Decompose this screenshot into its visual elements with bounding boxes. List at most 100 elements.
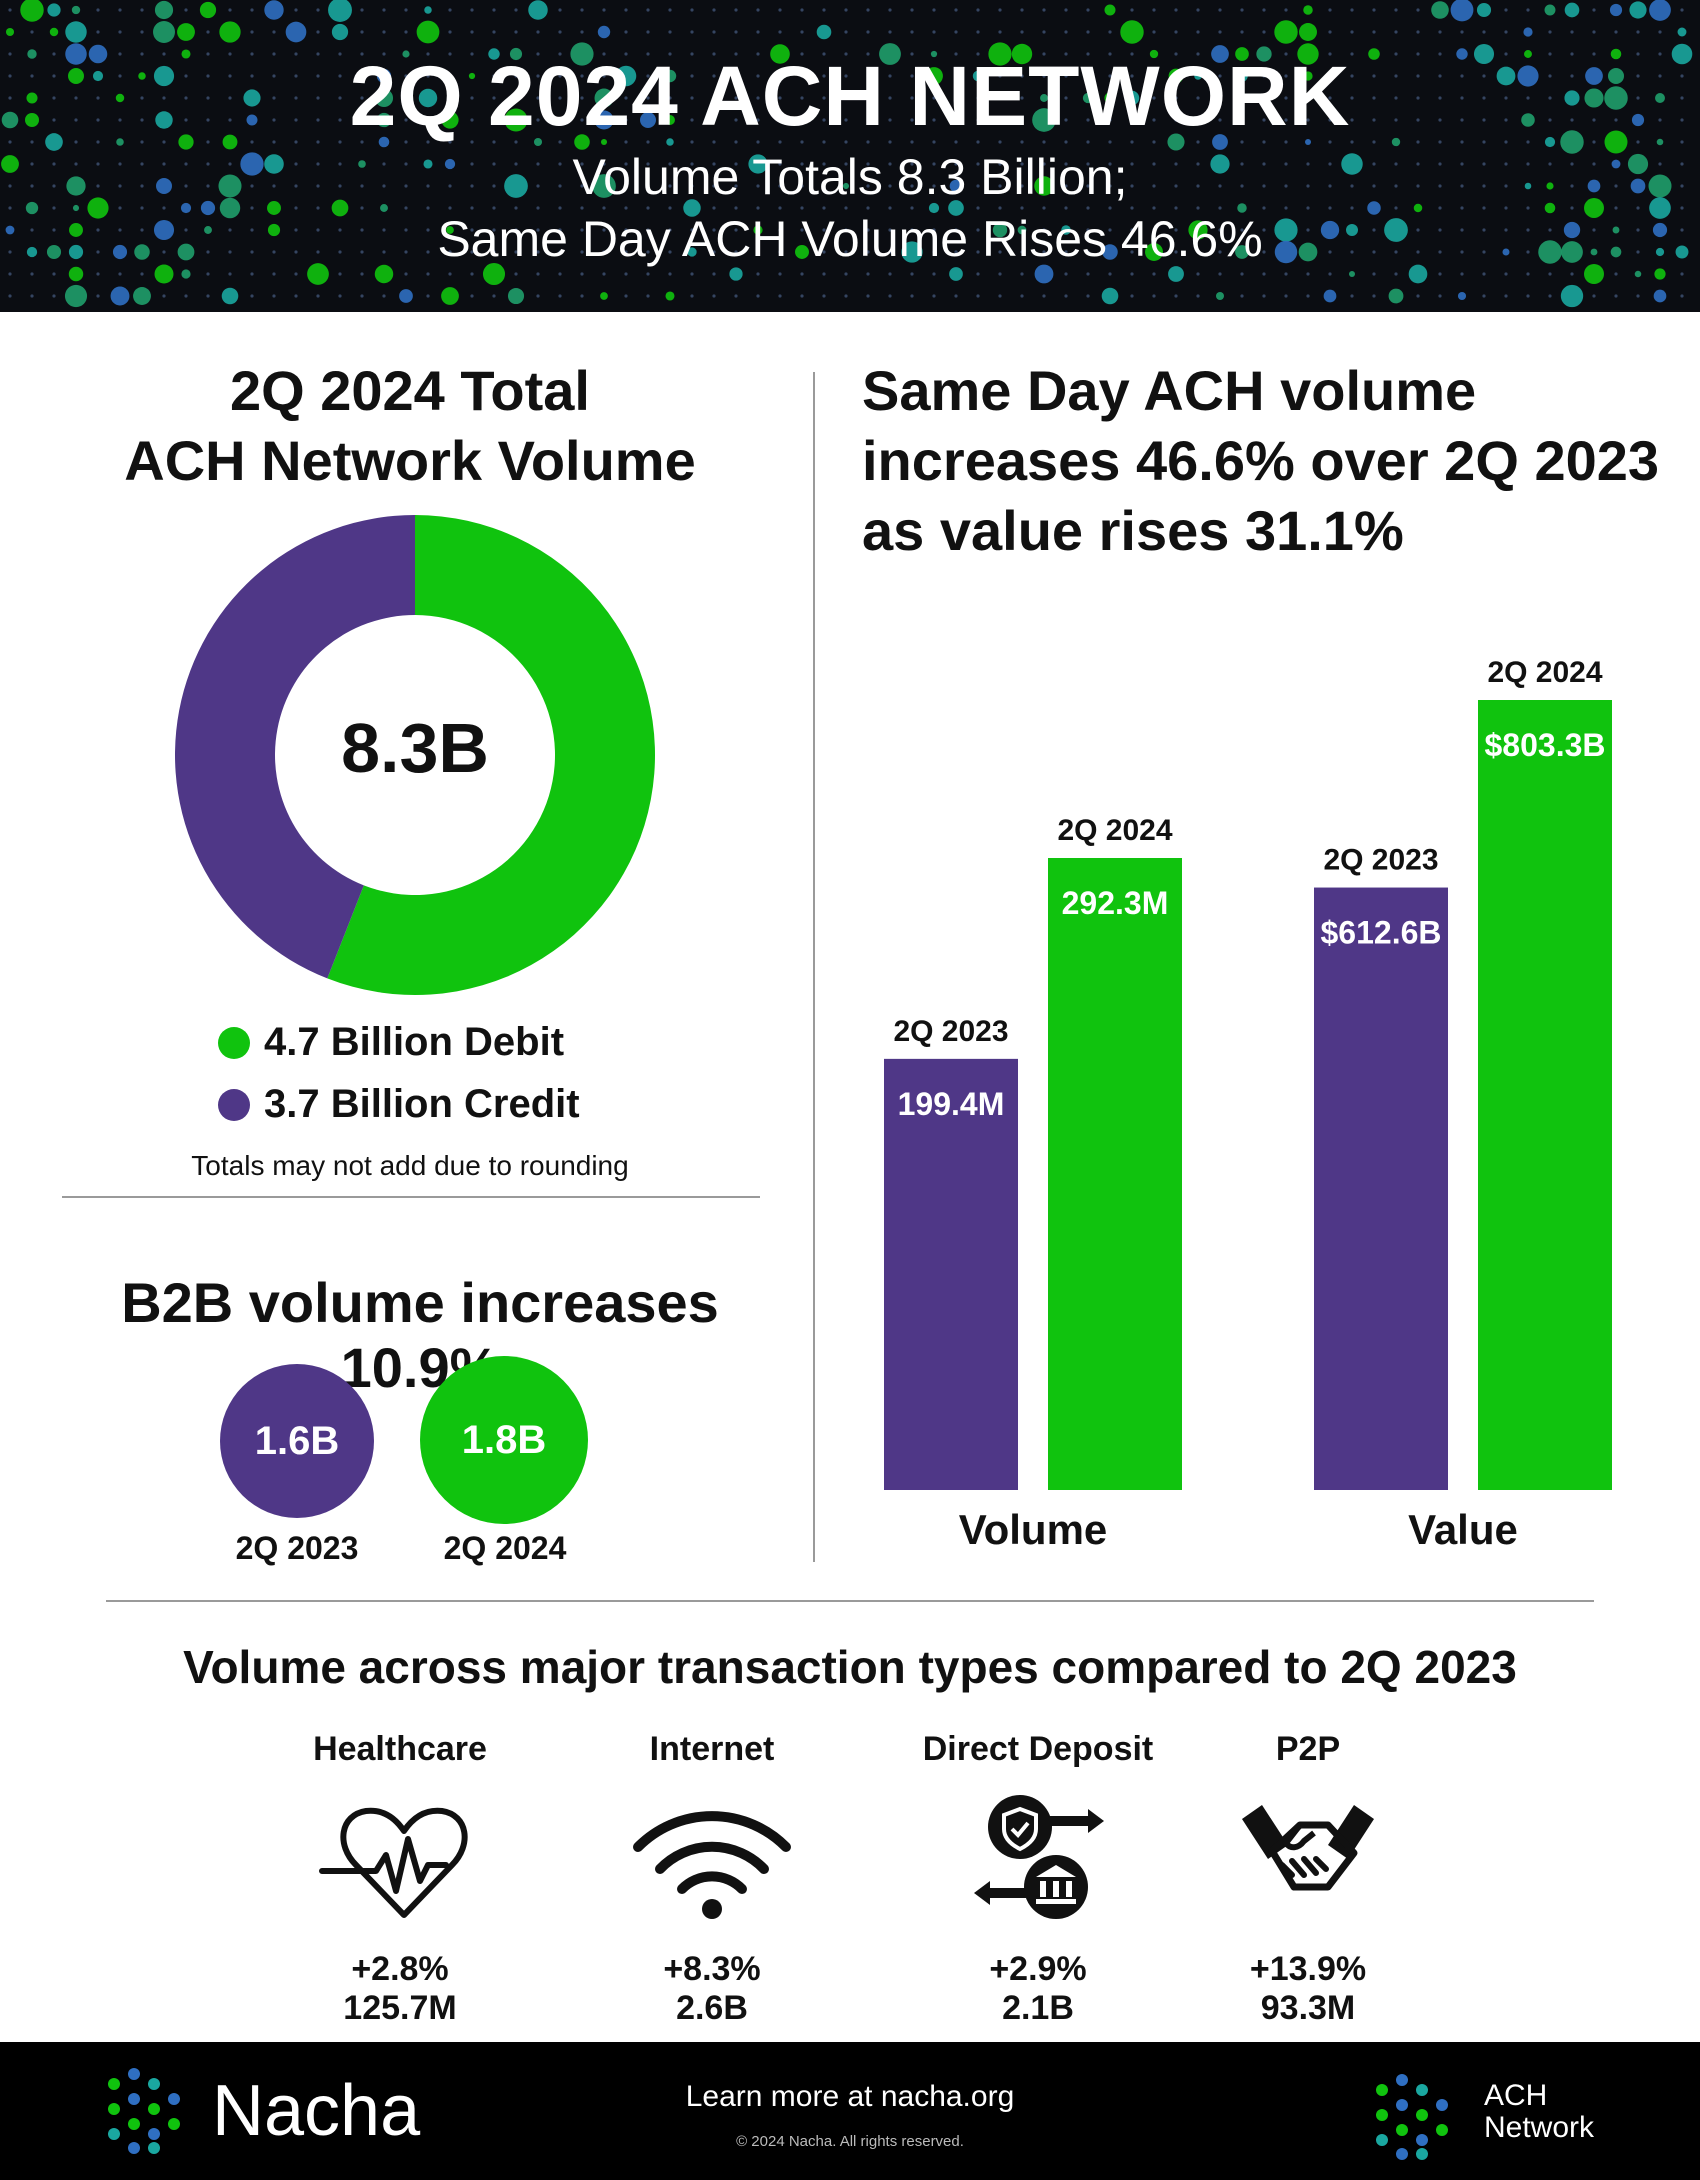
header-dot [446,226,454,234]
header-dot [1649,0,1671,21]
header-dot [1636,228,1640,232]
header-dot [1482,272,1486,276]
logo-dot [148,2078,160,2090]
header-dot [133,287,151,305]
header-dot [162,162,166,166]
header-dot [1108,30,1112,34]
header-dot [1482,184,1486,188]
header-dot [1064,30,1068,34]
header-dot [1211,45,1229,63]
header-dot [1610,48,1622,60]
header-dot [1064,8,1068,12]
header-dot [338,228,342,232]
header-dot [1262,8,1266,12]
header-dot [1658,74,1662,78]
ach-logo-line1: ACH [1484,2079,1548,2112]
header-dot [156,178,172,194]
header-dot [574,134,590,150]
header-dot [1304,94,1312,102]
header-dot [1416,250,1420,254]
header-dot [404,74,408,78]
tx-name: Internet [649,1730,775,1768]
header-dot [482,262,506,286]
header-dot [558,250,562,254]
header-dot [1416,30,1420,34]
header-dot [1656,138,1664,146]
header-dot [683,199,701,217]
header-dot [448,30,452,34]
header-dot [1306,294,1310,298]
handshake-icon [1242,1805,1374,1891]
header-dot [910,96,914,100]
header-dot [1438,52,1442,56]
bar-volume-2q2024 [1048,858,1182,1490]
header-dot [1607,67,1625,85]
header-dot [1196,8,1200,12]
header-dot [1592,8,1596,12]
header-dot [514,8,518,12]
header-dot [27,49,37,59]
header-dot [844,272,848,276]
header-dot [1460,184,1464,188]
header-dot [118,118,122,122]
header-dot [1636,294,1640,298]
header-dot [910,228,914,232]
header-dot [844,206,848,210]
header-dot [580,272,584,276]
tx-change: +13.9% [1249,1950,1367,1988]
header-dot [1194,72,1202,80]
header-dot [734,30,738,34]
header-dot [998,272,1002,276]
header-dot [382,8,386,12]
header-dot [1174,30,1178,34]
header-dot [470,118,474,122]
header-dot [1548,162,1552,166]
header-dot [30,30,34,34]
header-dot [118,74,122,78]
logo-dot [1396,2074,1408,2086]
learn-more-link[interactable]: Learn more at nacha.org [685,2080,1015,2113]
header-dot [1653,289,1667,303]
header-dot [1218,96,1222,100]
header-dot [690,162,694,166]
header-dot [1152,184,1156,188]
bar-period-label: 2Q 2024 [1487,656,1602,689]
header-dot [536,74,540,78]
header-dot [712,162,716,166]
header-dot [712,250,716,254]
header-dot [1372,184,1376,188]
header-dot [778,250,782,254]
header-dot [65,43,87,65]
bar-period-label: 2Q 2023 [1323,844,1438,877]
logo-dot [168,2093,180,2105]
b2b-value-2024: 1.8B [461,1417,547,1462]
header-dot [250,228,254,232]
header-dot [558,74,562,78]
header-dot [96,8,100,12]
bottom-divider [106,1600,1594,1602]
header-dot [756,30,760,34]
header-dot [68,244,84,260]
header-dot [360,52,364,56]
header-dot [264,0,284,20]
header-dot [580,8,584,12]
header-dot [492,294,496,298]
header-dot [1384,218,1408,242]
header-dot [24,112,40,128]
header-dot [1196,294,1200,298]
logo-dot [108,2078,120,2090]
header-dot [1680,96,1684,100]
header-dot [558,118,562,122]
header-dot [1174,206,1178,210]
header-dot [1350,8,1354,12]
header-dot [1504,118,1508,122]
header-dot [888,206,892,210]
header-dot [74,96,78,100]
header-dot [624,140,628,144]
header-dot [200,200,216,216]
header-dot [932,272,936,276]
header-dot [1658,52,1662,56]
header-dot [910,272,914,276]
header-dot [602,74,606,78]
header-dot [624,206,628,210]
